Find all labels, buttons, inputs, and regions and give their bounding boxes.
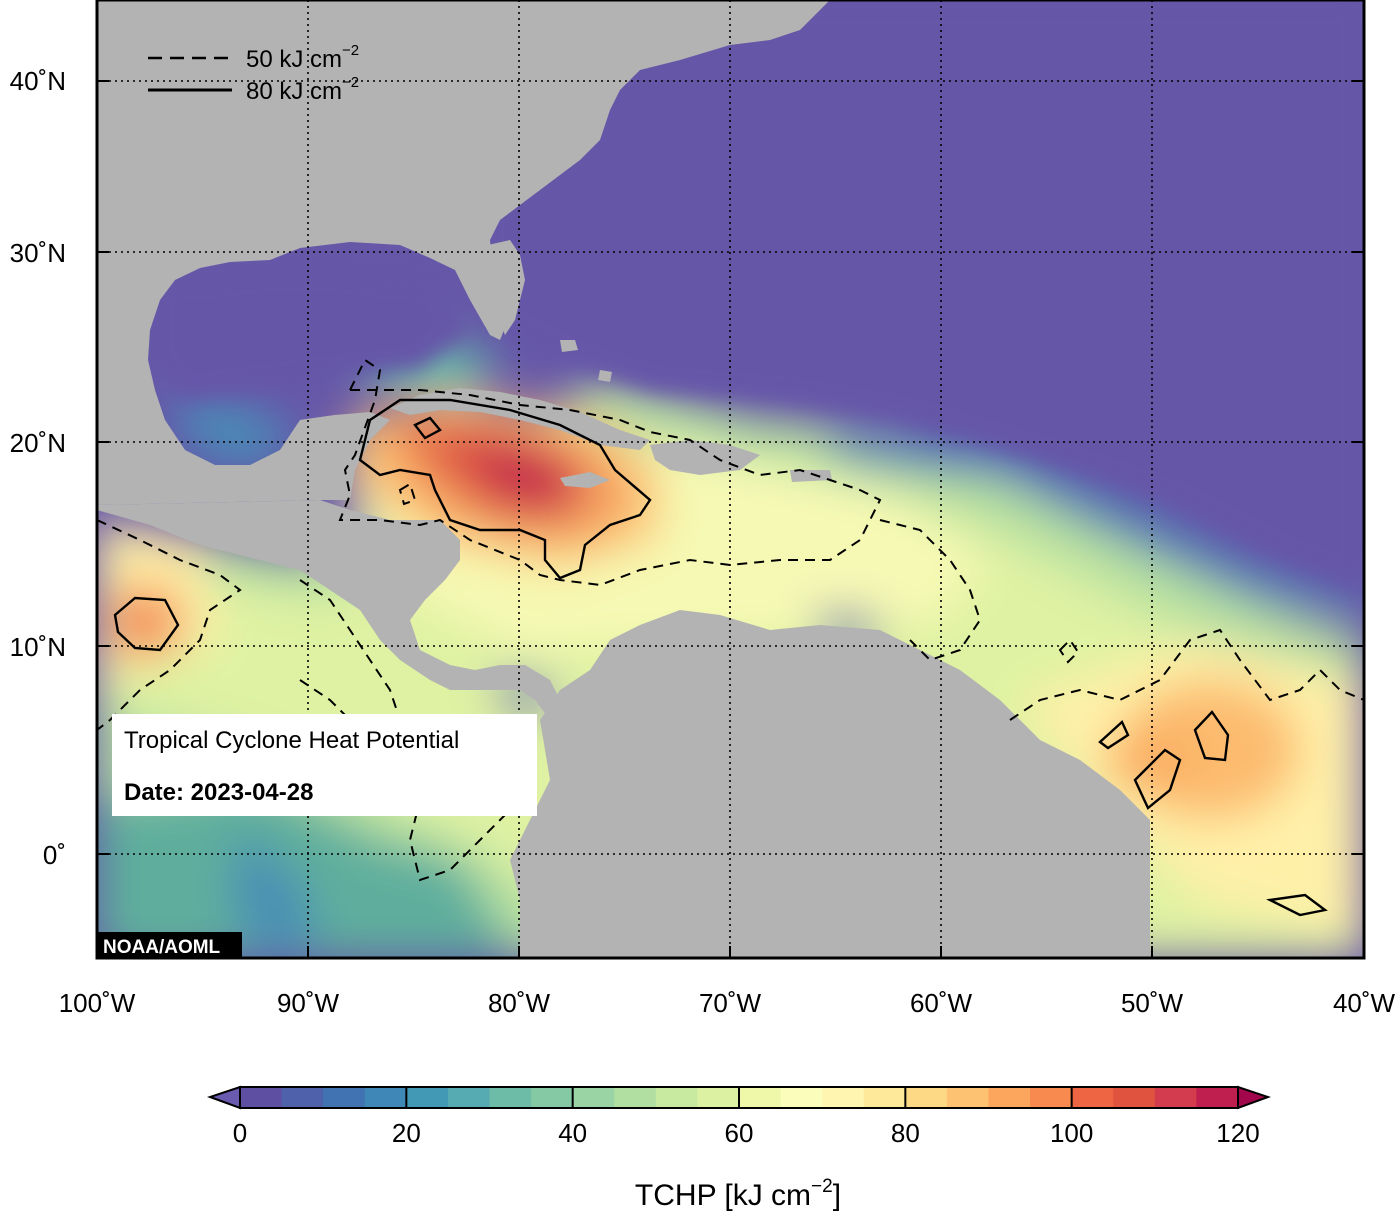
colorbar-cell	[822, 1087, 865, 1108]
colorbar-ticks: 0 20 40 60 80 100 120	[233, 1087, 1260, 1148]
lat-tick-10n: 10˚N	[10, 632, 66, 662]
map-panel[interactable]: Tropical Cyclone Heat Potential Date: 20…	[97, 0, 1364, 958]
contour-50	[97, 358, 1364, 882]
colorbar-tick-label: 20	[392, 1118, 421, 1148]
colorbar-label: TCHP [kJ cm−2]	[635, 1176, 841, 1212]
credit-label: NOAA/AOML	[103, 937, 221, 958]
colorbar-cell	[780, 1087, 823, 1108]
lon-tick-70w: 70˚W	[699, 988, 762, 1018]
colorbar-tick-label: 120	[1216, 1118, 1259, 1148]
colorbar-cell	[364, 1087, 407, 1108]
contour-80	[113, 398, 1328, 917]
colorbar-over-arrow	[1237, 1085, 1272, 1110]
credit-box	[97, 932, 242, 958]
colorbar-tick-label: 40	[558, 1118, 587, 1148]
colorbar-cell	[988, 1087, 1031, 1108]
colorbar-cell	[1154, 1087, 1197, 1108]
colorbar-tick-label: 100	[1050, 1118, 1093, 1148]
colorbar-cell	[614, 1087, 657, 1108]
colorbar-cell	[323, 1087, 366, 1108]
lat-tick-0: 0˚	[43, 840, 66, 870]
gulf-cold-water	[150, 265, 470, 400]
lon-tick-60w: 60˚W	[910, 988, 973, 1018]
lon-tick-80w: 80˚W	[488, 988, 551, 1018]
colorbar-tick-label: 80	[891, 1118, 920, 1148]
colorbar: 0 20 40 60 80 100 120 TCHP [kJ cm−2]	[206, 1085, 1272, 1212]
colorbar-cell	[697, 1087, 740, 1108]
colorbar-under-arrow	[206, 1085, 241, 1110]
lon-tick-labels: 100˚W 90˚W 80˚W 70˚W 60˚W 50˚W 40˚W	[59, 988, 1396, 1018]
colorbar-cell	[863, 1087, 906, 1108]
colorbar-cell	[1196, 1087, 1239, 1108]
lon-tick-40w: 40˚W	[1333, 988, 1396, 1018]
map-date: Date: 2023-04-28	[124, 779, 313, 806]
lon-tick-100w: 100˚W	[59, 988, 136, 1018]
lat-tick-labels: 40˚N 30˚N 20˚N 10˚N 0˚	[10, 66, 66, 870]
colorbar-cell	[946, 1087, 989, 1108]
colorbar-cell	[905, 1087, 948, 1108]
lat-tick-20n: 20˚N	[10, 428, 66, 458]
lon-tick-90w: 90˚W	[277, 988, 340, 1018]
colorbar-tick-label: 60	[725, 1118, 754, 1148]
colorbar-cell	[406, 1087, 449, 1108]
colorbar-cell	[655, 1087, 698, 1108]
contour-legend: 50 kJ cm−2 80 kJ cm−2	[148, 42, 359, 105]
colorbar-cell	[1030, 1087, 1073, 1108]
legend-80-label: 80 kJ cm−2	[246, 74, 359, 105]
colorbar-cell	[739, 1087, 782, 1108]
colorbar-cell	[531, 1087, 574, 1108]
colorbar-cell	[447, 1087, 490, 1108]
info-box	[112, 714, 537, 816]
lat-tick-40n: 40˚N	[10, 66, 66, 96]
lat-tick-30n: 30˚N	[10, 238, 66, 268]
map-title: Tropical Cyclone Heat Potential	[124, 727, 459, 754]
colorbar-cell	[572, 1087, 615, 1108]
colorbar-cell	[281, 1087, 324, 1108]
colorbar-cell	[240, 1087, 283, 1108]
tick-marks	[96, 80, 1365, 958]
legend-50-label: 50 kJ cm−2	[246, 42, 359, 73]
colorbar-cells	[240, 1087, 1239, 1108]
colorbar-tick-label: 0	[233, 1118, 247, 1148]
colorbar-cell	[1071, 1087, 1114, 1108]
colorbar-cell	[489, 1087, 532, 1108]
colorbar-cell	[1113, 1087, 1156, 1108]
lon-tick-50w: 50˚W	[1121, 988, 1184, 1018]
